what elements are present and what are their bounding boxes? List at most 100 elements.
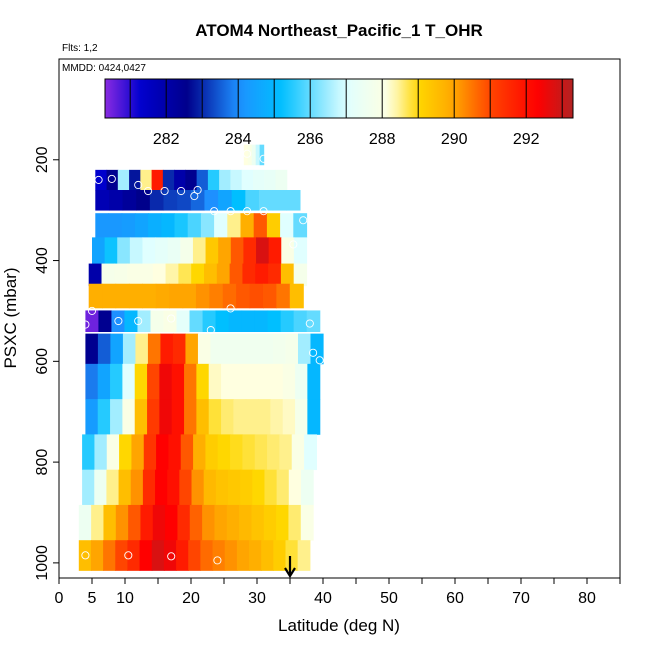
heatmap-cell [230, 434, 244, 471]
heatmap-cell [256, 237, 270, 264]
heatmap-cell [102, 283, 117, 309]
heatmap-cell [282, 399, 296, 435]
heatmap-cell [110, 363, 123, 400]
heatmap-cell [289, 283, 304, 309]
heatmap-cell [307, 399, 321, 435]
heatmap-cell [272, 333, 287, 365]
heatmap-cell [240, 469, 253, 506]
flight-point [210, 207, 219, 216]
heatmap-cell [122, 399, 136, 435]
heatmap-cell [293, 310, 308, 333]
heatmap-cell [252, 469, 266, 506]
heatmap-cell [167, 237, 181, 264]
heatmap-cell [258, 363, 271, 400]
flight-point [226, 207, 235, 216]
heatmap-cell [134, 213, 149, 238]
heatmap-cell [258, 190, 274, 211]
heatmap-cell [245, 363, 259, 400]
heatmap-cell [240, 213, 255, 238]
heatmap-cell [121, 213, 136, 238]
heatmap-cell [115, 283, 130, 309]
heatmap-cell [88, 263, 103, 287]
heatmap-cell [78, 540, 92, 571]
heatmap-cell [297, 540, 311, 571]
flight-point [177, 186, 186, 196]
down-arrow-icon [284, 556, 296, 579]
heatmap-cell [224, 540, 238, 571]
heatmap-cell [221, 399, 234, 435]
flight-point [134, 180, 143, 190]
x-tick-label: 20 [182, 590, 200, 607]
heatmap-cell [243, 237, 257, 264]
heatmap-cell [267, 310, 282, 333]
heatmap-cell [227, 469, 241, 506]
heatmap-cell [279, 434, 293, 471]
flight-point [81, 320, 90, 329]
heatmap-cell [285, 540, 299, 571]
heatmap-cell [124, 310, 139, 333]
heatmap-cell [241, 169, 254, 191]
heatmap-cell [94, 434, 108, 471]
heatmap-cell [226, 504, 240, 541]
heatmap-cell [174, 213, 189, 238]
y-axis-label: PSXC (mbar) [1, 267, 20, 368]
heatmap-cell [155, 469, 168, 506]
heatmap-cell [267, 434, 281, 471]
heatmap-cell [156, 434, 170, 471]
heatmap-cell [263, 504, 277, 541]
flight-point [259, 207, 268, 216]
x-tick-label: 0 [55, 590, 64, 607]
heatmap-cell [142, 283, 157, 309]
x-tick-label: 10 [116, 590, 134, 607]
heatmap-cell [115, 504, 129, 541]
heatmap-cell [191, 469, 205, 506]
heatmap-cell [273, 540, 287, 571]
heatmap-cell [114, 263, 128, 287]
heatmap-cell [282, 363, 296, 400]
heatmap-cell [136, 190, 151, 211]
heatmap-cell [167, 469, 180, 506]
colorbar-tick-label: 292 [513, 131, 540, 148]
flight-point [226, 304, 235, 313]
x-tick-label: 50 [380, 590, 398, 607]
heatmap-cell [293, 213, 308, 238]
x-tick-label: 70 [512, 590, 530, 607]
heatmap-cell [85, 333, 99, 365]
heatmap-cell [268, 263, 282, 287]
y-axis: 200 400 600 800 1000 [34, 146, 59, 581]
heatmap-cell [152, 263, 167, 287]
heatmap-cell [122, 333, 137, 365]
heatmap-cell [115, 540, 129, 571]
heatmap-cell [200, 213, 215, 238]
heatmap-cell [131, 434, 145, 471]
y-tick-label: 800 [34, 449, 51, 476]
heatmap-cell [196, 169, 209, 191]
flight-point [193, 185, 202, 195]
heatmap-cell [209, 283, 224, 309]
heatmap-cell [229, 263, 244, 287]
heatmap-cell [82, 469, 95, 506]
heatmap-cell [280, 263, 295, 287]
heatmap-cell [270, 399, 284, 435]
heatmap-cell [155, 283, 170, 309]
heatmap-cell [217, 434, 231, 471]
heatmap-cell [147, 399, 160, 435]
heatmap-cell [280, 310, 295, 333]
heatmap-cell [272, 190, 287, 211]
heatmap-cell [85, 399, 99, 435]
heatmap-cell [184, 363, 197, 400]
heatmap-cell [204, 190, 219, 211]
heatmap-cell [128, 283, 143, 309]
heatmap-cell [254, 310, 269, 333]
heatmap-cell [179, 469, 193, 506]
flight-point [87, 306, 97, 315]
heatmap-cell [288, 469, 302, 506]
heatmap-cell [210, 333, 224, 365]
heatmap-cell [233, 363, 247, 400]
heatmap-cell [247, 144, 253, 166]
heatmap-cell [159, 363, 173, 400]
heatmap-cell [275, 169, 288, 191]
heatmap-cell [150, 310, 165, 333]
heatmap-cell [119, 434, 133, 471]
